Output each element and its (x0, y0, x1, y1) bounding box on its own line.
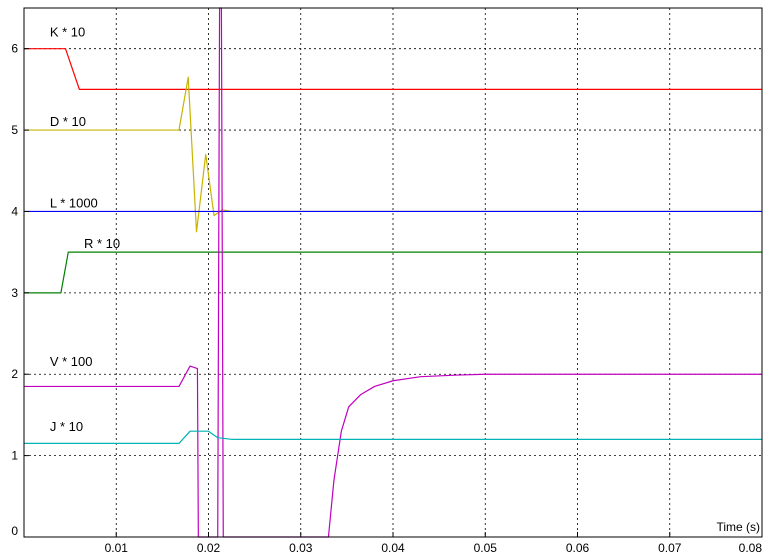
x-tick-label: 0.07 (658, 541, 682, 555)
y-tick-label: 1 (11, 449, 18, 463)
series-label-k-10: K * 10 (50, 24, 85, 39)
grid (24, 8, 763, 537)
x-tick-label: 0.03 (289, 541, 313, 555)
series-label-r-10: R * 10 (84, 236, 120, 251)
series-line-k-10 (24, 48, 762, 90)
series-label-j-10: J * 10 (50, 419, 83, 434)
y-tick-label: 2 (11, 367, 18, 381)
series-label-v-100: V * 100 (50, 354, 93, 369)
x-tick-label: 0.06 (566, 541, 590, 555)
x-tick-label: 0.08 (739, 541, 763, 555)
x-tick-label: 0.05 (474, 541, 498, 555)
series-labels: K * 10 D * 10 L * 1000 R * 10 V * 100 J * 10 (50, 24, 120, 434)
series-line-v-100 (24, 7, 762, 538)
x-tick-label: 0.01 (105, 541, 129, 555)
y-tick-label: 6 (11, 42, 18, 56)
series-label-d-10: D * 10 (50, 114, 86, 129)
plot-frame (23, 7, 763, 538)
y-tick-label: 5 (11, 123, 18, 137)
axis-ticks: 0.01 0.02 0.03 0.04 0.05 0.06 0.07 0.08 0 1 2 3 4 5 6 (11, 42, 763, 555)
series-line-j-10 (24, 430, 762, 445)
series-line-r-10 (24, 251, 762, 294)
x-tick-label: 0.02 (197, 541, 221, 555)
y-tick-label: 4 (11, 204, 18, 218)
x-tick-label: 0.04 (381, 541, 405, 555)
y-tick-label: 3 (11, 286, 18, 300)
series-label-l-1000: L * 1000 (50, 195, 98, 210)
x-axis-label: Time (s) (716, 520, 760, 534)
y-tick-label: 0 (11, 524, 18, 538)
series-lines (24, 7, 762, 538)
